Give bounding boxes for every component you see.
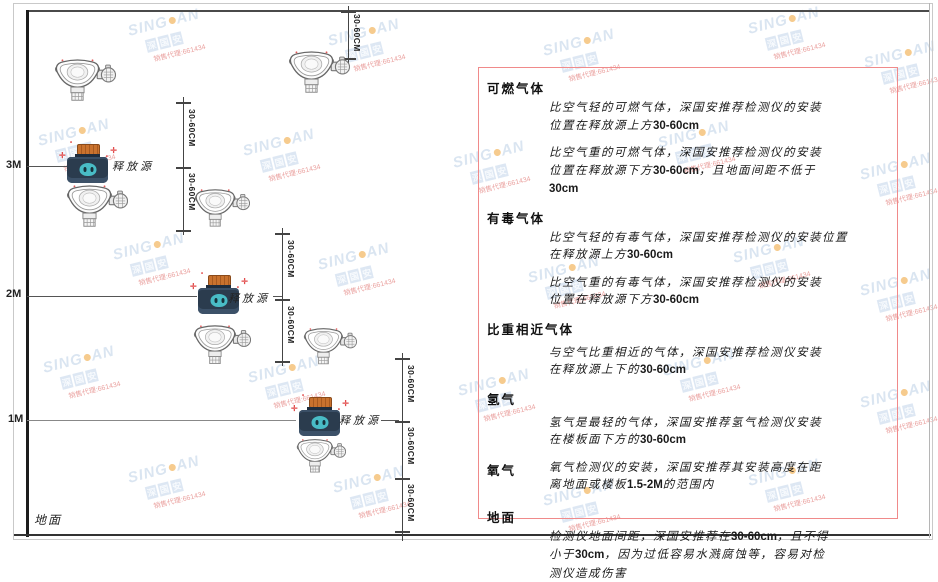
text-line: 在释放源上下的30-60cm [549,361,889,380]
dimension-label: 30-60CM [286,306,296,344]
right-frame-line [929,3,930,538]
section-title-ground: 地面 [487,507,889,526]
text-line: 位置在释放源下方30-60cm [549,291,889,310]
release-source-icon: ✛✛•• [298,397,342,437]
paragraph: 比空气重的有毒气体，深国安推荐检测仪的安装 位置在释放源下方30-60cm [549,274,889,310]
text-line: 测仪造成伤害 [549,565,889,582]
dimension-label: 30-60CM [406,365,416,403]
wall-line [26,10,29,537]
text-line: 在楼板面下方的30-60cm [549,431,889,450]
text-line: 比空气重的有毒气体，深国安推荐检测仪的安装 [549,274,889,292]
section-title-similar-density-gas: 比重相近气体 [487,319,889,338]
text-line: 位置在释放源上方30-60cm [549,117,889,136]
dimension-label: 30-60CM [352,14,362,52]
paragraph: 比空气轻的可燃气体，深国安推荐检测仪的安装 位置在释放源上方30-60cm [549,99,889,135]
release-source-label: 释放源 [112,158,154,174]
gas-detector-icon [193,324,251,366]
level-line-2m-connector [273,296,282,297]
ground-label: 地面 [34,511,62,528]
level-line-2m [27,296,197,297]
dimension-label: 30-60CM [406,484,416,522]
text-line: 比空气轻的可燃气体，深国安推荐检测仪的安装 [549,99,889,117]
height-label-2m: 2M [6,288,21,300]
level-line-1m [27,420,296,421]
paragraph: 与空气比重相近的气体，深国安推荐检测仪安装 在释放源上下的30-60cm [549,344,889,380]
text-line: 比空气轻的有毒气体，深国安推荐检测仪的安装位置 [549,229,889,247]
section-title-toxic-gas: 有毒气体 [487,208,889,227]
section-title-flammable-gas: 可燃气体 [487,78,889,97]
gas-detector-icon [66,184,128,229]
release-source-label: 释放源 [339,412,381,428]
level-line-3m [27,166,71,167]
section-title-hydrogen: 氢气 [487,389,889,408]
text-line: 离地面或楼板1.5-2M的范围内 [549,476,889,495]
text-line: 比空气重的可燃气体，深国安推荐检测仪的安装 [549,144,889,162]
release-source-label: 释放源 [228,290,270,306]
text-line: 在释放源上方30-60cm [549,246,889,265]
text-line: 氢气是最轻的气体，深国安推荐氢气检测仪安装 [549,414,889,432]
gas-detector-icon [54,58,116,103]
dimension-label: 30-60CM [187,109,197,147]
paragraph: 检测仪地面间距，深国安推荐在30-60cm，且不得 小于30cm，因为过低容易水… [549,528,889,582]
section-oxygen: 氧气 氧气检测仪的安装，深国安推荐其安装高度在距 离地面或楼板1.5-2M的范围… [487,459,889,495]
release-source-icon: ✛✛•• [66,144,110,184]
height-label-1m: 1M [8,413,23,425]
paragraph: 氧气检测仪的安装，深国安推荐其安装高度在距 离地面或楼板1.5-2M的范围内 [549,459,889,495]
ceiling-line [27,10,930,12]
height-label-3m: 3M [6,159,21,171]
gas-detector-icon [288,50,350,95]
paragraph: 比空气轻的有毒气体，深国安推荐检测仪的安装位置 在释放源上方30-60cm [549,229,889,265]
text-line: 位置在释放源下方30-60cm，且地面间距不低于 [549,162,889,181]
paragraph: 比空气重的可燃气体，深国安推荐检测仪的安装 位置在释放源下方30-60cm，且地… [549,144,889,199]
text-line: 与空气比重相近的气体，深国安推荐检测仪安装 [549,344,889,362]
installation-guide-panel: 可燃气体 比空气轻的可燃气体，深国安推荐检测仪的安装 位置在释放源上方30-60… [478,67,898,519]
text-line: 小于30cm，因为过低容易水溅腐蚀等，容易对检 [549,546,889,565]
text-line: 氧气检测仪的安装，深国安推荐其安装高度在距 [549,459,889,477]
gas-detector-icon [303,327,357,366]
dimension-label: 30-60CM [286,240,296,278]
gas-detector-icon [194,188,250,229]
text-line: 检测仪地面间距，深国安推荐在30-60cm，且不得 [549,528,889,547]
section-title-oxygen: 氧气 [487,460,516,479]
text-line: 30cm [549,180,889,199]
dimension-label: 30-60CM [406,427,416,465]
paragraph: 氢气是最轻的气体，深国安推荐氢气检测仪安装 在楼板面下方的30-60cm [549,414,889,450]
gas-detector-icon [296,438,346,474]
